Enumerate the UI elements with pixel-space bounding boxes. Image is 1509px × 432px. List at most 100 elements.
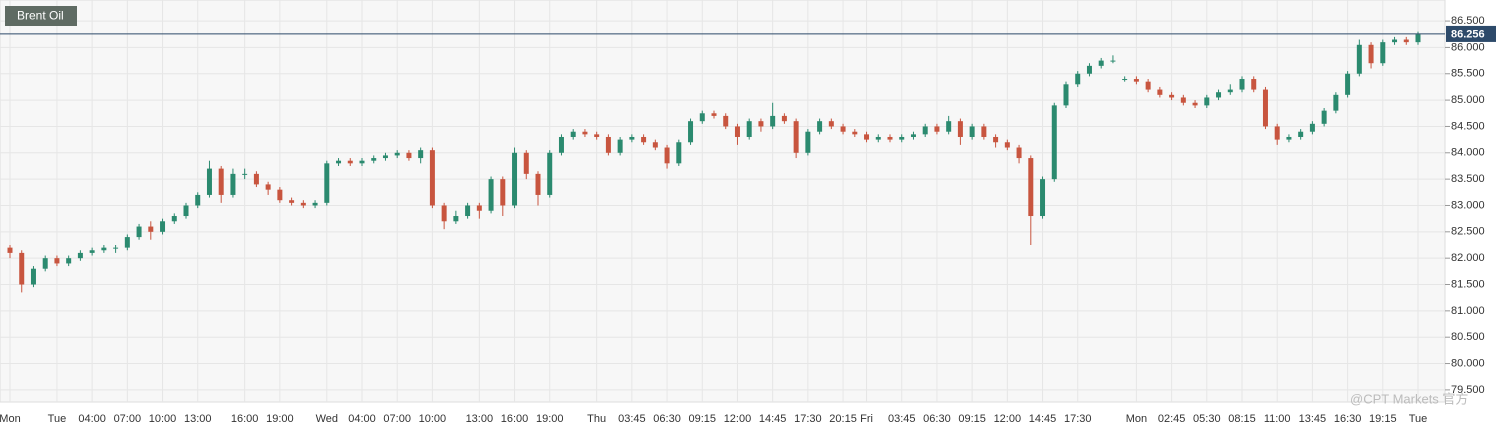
candle-body	[934, 126, 940, 132]
x-tick-label: 09:15	[958, 413, 986, 425]
candle-body	[465, 205, 471, 217]
x-tick-label: 10:00	[149, 413, 177, 425]
candle-body	[887, 136, 893, 140]
x-tick-label: 04:00	[348, 413, 376, 425]
candle-body	[547, 152, 553, 195]
y-tick-label: 83.000	[1451, 199, 1485, 211]
candle-body	[101, 247, 107, 251]
candle-body	[371, 158, 377, 161]
candle-body	[453, 216, 459, 222]
candle-body	[336, 160, 342, 164]
candle-body	[183, 205, 189, 217]
candle-body	[1251, 79, 1257, 90]
y-tick-label: 81.000	[1451, 305, 1485, 317]
candle-body	[1028, 158, 1034, 217]
candle-body	[1403, 39, 1409, 43]
candle-body	[277, 189, 283, 201]
x-tick-label: Wed	[316, 413, 338, 425]
title-badge	[5, 6, 77, 26]
candle-body	[535, 173, 541, 195]
x-tick-label: 16:00	[231, 413, 259, 425]
candle-body	[1321, 110, 1327, 124]
candle-body	[488, 179, 494, 211]
candle-body	[359, 160, 365, 164]
candle-body	[206, 168, 212, 195]
x-tick-label: 19:15	[1369, 413, 1397, 425]
candle-body	[418, 150, 424, 159]
y-tick-label: 82.000	[1451, 252, 1485, 264]
candle-body	[1110, 60, 1116, 62]
candle-body	[1122, 79, 1128, 81]
candle-body	[864, 134, 870, 140]
candle-body	[66, 258, 72, 264]
candle-body	[652, 142, 658, 148]
candle-body	[19, 252, 25, 285]
x-tick-label: 13:45	[1299, 413, 1327, 425]
candle-body	[688, 121, 694, 143]
candle-body	[1180, 97, 1186, 103]
candle-body	[500, 179, 506, 206]
candle-body	[805, 131, 811, 153]
candle-body	[89, 250, 95, 253]
last-price-badge	[1446, 25, 1496, 42]
candle-body	[1192, 102, 1198, 106]
candle-body	[230, 173, 236, 195]
candle-body	[758, 121, 764, 127]
x-tick-label: 04:00	[78, 413, 106, 425]
candle-body	[734, 126, 740, 137]
y-tick-label: 84.000	[1451, 147, 1485, 159]
candle-body	[875, 136, 881, 140]
candle-body	[840, 126, 846, 132]
candle-body	[969, 126, 975, 137]
candle-body	[394, 152, 400, 156]
candle-body	[312, 202, 318, 206]
candle-body	[1368, 44, 1374, 64]
x-tick-label: 16:00	[501, 413, 529, 425]
plot-area	[0, 0, 1446, 403]
y-tick-label: 85.000	[1451, 94, 1485, 106]
x-tick-label: Mon	[1126, 413, 1147, 425]
candle-body	[1345, 73, 1351, 95]
y-tick-label: 84.500	[1451, 120, 1485, 132]
candle-body	[1356, 44, 1362, 74]
candle-body	[1262, 89, 1268, 127]
watermark: @CPT Markets 官方	[1350, 391, 1468, 406]
x-tick-label: Thu	[587, 413, 606, 425]
last-price-label: 86.256	[1451, 28, 1485, 40]
x-tick-label: 19:00	[536, 413, 564, 425]
candle-body	[617, 139, 623, 153]
x-tick-label: Tue	[48, 413, 67, 425]
candle-body	[664, 147, 670, 164]
x-tick-label: 17:30	[794, 413, 822, 425]
candle-body	[124, 237, 130, 248]
candle-body	[910, 134, 916, 137]
candle-body	[993, 136, 999, 143]
candle-body	[1204, 97, 1210, 106]
candle-body	[676, 142, 682, 164]
candle-body	[7, 247, 13, 253]
candle-body	[1286, 136, 1292, 140]
candle-body	[171, 216, 177, 222]
x-tick-label: 07:00	[383, 413, 411, 425]
candle-body	[817, 121, 823, 132]
candle-body	[1145, 81, 1151, 90]
candle-body	[852, 131, 858, 135]
candle-body	[558, 136, 564, 153]
y-tick-label: 82.500	[1451, 226, 1485, 238]
x-tick-label: 13:00	[184, 413, 212, 425]
candle-body	[1216, 92, 1222, 98]
candle-body	[300, 202, 306, 206]
candle-body	[570, 131, 576, 137]
x-tick-label: 20:15	[829, 413, 857, 425]
candle-body	[523, 152, 529, 174]
candle-body	[957, 121, 963, 137]
candle-body	[1133, 79, 1139, 82]
candle-body	[605, 136, 611, 153]
candle-body	[1098, 60, 1104, 66]
x-tick-label: 07:00	[114, 413, 142, 425]
candle-body	[113, 247, 119, 249]
y-tick-label: 83.500	[1451, 173, 1485, 185]
chart-title: Brent Oil	[17, 9, 64, 23]
candle-body	[54, 258, 60, 264]
